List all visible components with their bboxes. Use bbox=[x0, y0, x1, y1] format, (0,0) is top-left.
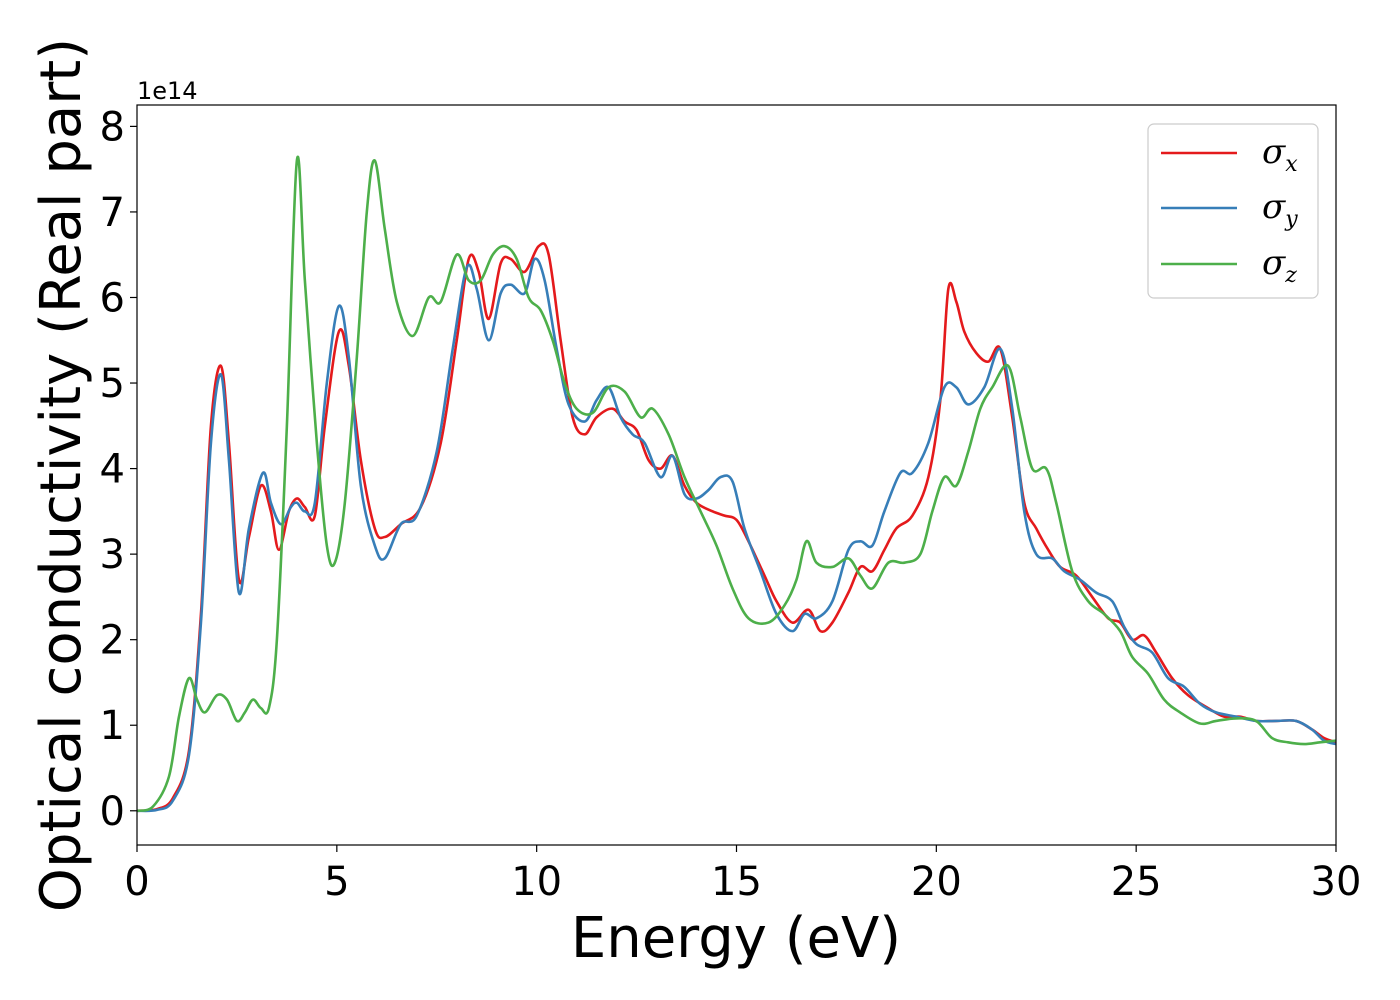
x-tick-label: 20 bbox=[911, 859, 962, 905]
x-tick-label: 25 bbox=[1111, 859, 1162, 905]
legend-label-x: σx bbox=[1262, 132, 1298, 177]
y-axis-label: Optical conductivity (Real part) bbox=[29, 38, 94, 912]
x-tick-label: 30 bbox=[1311, 859, 1362, 905]
legend-box bbox=[1147, 123, 1319, 299]
x-tick-label: 5 bbox=[324, 859, 349, 905]
y-tick-label: 6 bbox=[100, 275, 125, 321]
series-line-z bbox=[137, 155, 1336, 813]
x-tick-label: 0 bbox=[124, 859, 149, 905]
y-tick-label: 5 bbox=[100, 361, 125, 407]
y-tick-label: 3 bbox=[100, 532, 125, 578]
legend-label-y: σy bbox=[1262, 187, 1298, 232]
legend: σx σy σz bbox=[1147, 123, 1319, 299]
x-axis: 0 5 10 15 20 25 30 bbox=[124, 845, 1361, 905]
series-line-x bbox=[137, 242, 1336, 813]
y-tick-label: 7 bbox=[100, 190, 125, 236]
series-layer bbox=[137, 155, 1336, 813]
x-tick-label: 10 bbox=[511, 859, 562, 905]
y-tick-label: 0 bbox=[100, 789, 125, 835]
y-tick-label: 2 bbox=[100, 618, 125, 664]
legend-label-z: σz bbox=[1262, 243, 1297, 288]
x-axis-label: Energy (eV) bbox=[571, 906, 901, 971]
x-tick-label: 15 bbox=[711, 859, 762, 905]
y-axis: 0 1 2 3 4 5 6 7 8 bbox=[100, 104, 137, 835]
y-tick-label: 4 bbox=[100, 447, 125, 493]
y-offset-text: 1e14 bbox=[137, 77, 198, 105]
series-line-y bbox=[137, 257, 1336, 813]
y-tick-label: 8 bbox=[100, 104, 125, 150]
y-tick-label: 1 bbox=[100, 703, 125, 749]
